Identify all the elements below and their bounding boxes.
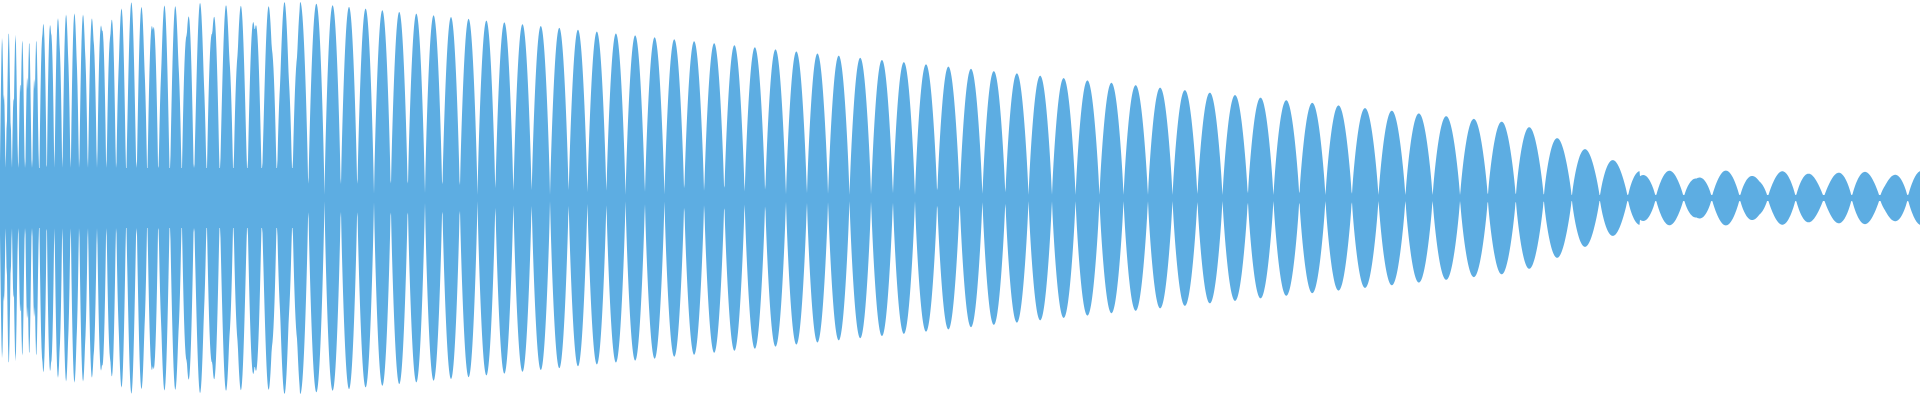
waveform-view	[0, 2, 1920, 394]
waveform	[0, 2, 1920, 394]
page: {} (() => { const data = JSON.parse(docu…	[0, 2, 1920, 394]
